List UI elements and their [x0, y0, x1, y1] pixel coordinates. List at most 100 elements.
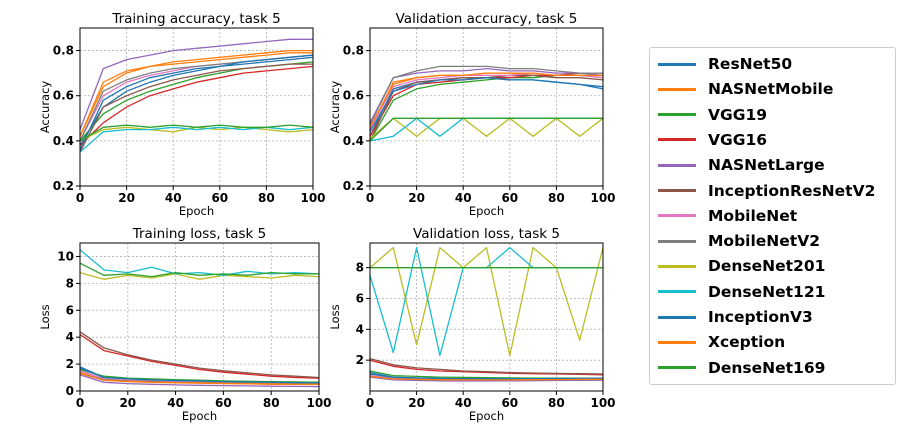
legend-label: MobileNetV2 — [708, 232, 820, 251]
legend-label: InceptionResNetV2 — [708, 181, 876, 200]
train-loss-xtick-label: 60 — [215, 396, 232, 410]
train-acc-line-inceptionresnetv2 — [79, 63, 313, 153]
train-acc-panel: 0 20 40 60 80 100 0.2 0.4 0.6 0.8 Training accurac… — [38, 11, 326, 218]
train-acc-line-densenet121 — [79, 126, 314, 153]
train-acc-line-resnet50 — [79, 56, 314, 146]
train-loss-line-nasnetlarge — [79, 374, 320, 388]
legend-item: Xception — [658, 331, 785, 353]
val-loss-line-vgg16 — [369, 359, 604, 376]
val-loss-line-densenet201 — [369, 246, 604, 357]
train-acc-title: Training accuracy, task 5 — [111, 11, 280, 27]
train-loss-xtick-label: 100 — [306, 396, 331, 410]
val-acc-xtick-label: 100 — [590, 191, 615, 205]
legend: ResNet50 NASNetMobile VGG19 VGG16 NASNetLarg… — [649, 47, 896, 385]
train-loss-line-vgg19 — [79, 368, 320, 383]
train-loss-line-densenet201 — [79, 271, 320, 280]
legend-swatch — [658, 214, 696, 218]
legend-label: MobileNet — [708, 206, 798, 225]
train-acc-xlabel: Epoch — [179, 204, 214, 218]
legend-item: MobileNet — [658, 205, 797, 227]
legend-item: MobileNetV2 — [658, 230, 820, 252]
val-loss-xtick-label: 0 — [366, 396, 374, 410]
val-loss-xtick-label: 20 — [408, 396, 425, 410]
val-acc-ytick-label: 0.8 — [343, 44, 364, 58]
legend-swatch — [658, 290, 696, 294]
train-loss-line-densenet169 — [79, 262, 319, 278]
train-loss-ylabel: Loss — [38, 304, 52, 329]
train-loss-line-densenet121 — [79, 249, 320, 276]
train-acc-xtick-label: 80 — [258, 191, 275, 205]
val-loss-line-densenet121 — [369, 246, 603, 357]
legend-label: DenseNet121 — [708, 282, 826, 301]
train-loss-ytick-label: 2 — [66, 357, 74, 371]
train-loss-line-xception — [79, 372, 320, 385]
train-loss-ytick-label: 8 — [66, 276, 74, 290]
train-acc-ytick-label: 0.2 — [53, 179, 74, 193]
val-acc-xtick-label: 60 — [501, 191, 518, 205]
val-loss-xtick-label: 80 — [548, 396, 565, 410]
val-acc-line-nasnetlarge — [369, 67, 604, 124]
val-loss-xtick-label: 60 — [501, 396, 518, 410]
val-loss-panel: 0 20 40 60 80 100 2 4 6 8 Validation loss, task 5 E… — [328, 226, 616, 423]
val-acc-line-densenet121 — [369, 117, 603, 142]
legend-label: NASNetMobile — [708, 80, 834, 99]
val-acc-line-mobilenetv2 — [369, 65, 603, 126]
legend-item: ResNet50 — [658, 53, 792, 75]
val-acc-xtick-label: 80 — [548, 191, 565, 205]
legend-swatch — [658, 264, 696, 268]
train-acc-ylabel: Accuracy — [38, 81, 52, 134]
val-acc-xlabel: Epoch — [469, 204, 504, 218]
val-acc-xtick-label: 40 — [455, 191, 472, 205]
train-loss-line-inceptionv3 — [79, 367, 320, 384]
val-loss-ylabel: Loss — [328, 304, 342, 329]
train-loss-line-vgg16 — [79, 333, 320, 379]
val-loss-ytick-label: 6 — [356, 292, 364, 306]
train-loss-xtick-label: 40 — [167, 396, 184, 410]
val-loss-ytick-label: 4 — [356, 322, 364, 336]
legend-label: VGG19 — [708, 105, 768, 124]
train-acc-line-densenet169 — [79, 124, 314, 142]
train-loss-title: Training loss, task 5 — [132, 226, 267, 242]
train-loss-xlabel: Epoch — [182, 409, 217, 423]
val-acc-ytick-label: 0.4 — [343, 134, 364, 148]
train-loss-ytick-label: 6 — [66, 303, 74, 317]
train-acc-line-inceptionv3 — [79, 54, 314, 151]
val-loss-frame — [369, 242, 604, 392]
train-acc-ytick-label: 0.8 — [53, 44, 74, 58]
train-acc-line-vgg16 — [79, 65, 314, 146]
legend-item: InceptionResNetV2 — [658, 180, 875, 202]
train-loss-xtick-label: 0 — [76, 396, 84, 410]
val-loss-xtick-label: 100 — [590, 396, 615, 410]
legend-item: VGG16 — [658, 129, 767, 151]
val-acc-line-densenet201 — [369, 117, 604, 140]
legend-swatch — [658, 87, 696, 91]
val-acc-xtick-label: 0 — [366, 191, 374, 205]
val-loss-ytick-label: 2 — [356, 353, 364, 367]
legend-label: NASNetLarge — [708, 156, 825, 175]
train-acc-xtick-label: 40 — [165, 191, 182, 205]
val-acc-ytick-label: 0.2 — [343, 179, 364, 193]
val-loss-line-inceptionresnetv2 — [369, 357, 604, 375]
legend-item: InceptionV3 — [658, 306, 813, 328]
legend-label: InceptionV3 — [708, 308, 813, 326]
train-loss-ytick-label: 4 — [66, 330, 74, 344]
train-acc-line-nasnetmobile — [79, 49, 313, 137]
val-acc-line-inceptionv3 — [369, 77, 604, 133]
legend-item: NASNetMobile — [658, 78, 833, 100]
val-loss-ytick-label: 8 — [356, 261, 364, 275]
train-loss-ytick-label: 10 — [57, 249, 74, 263]
train-acc-frame — [79, 27, 314, 187]
val-acc-panel: 0 20 40 60 80 100 0.2 0.4 0.6 0.8 Validation accur… — [328, 11, 616, 218]
val-acc-line-densenet169 — [369, 117, 603, 142]
train-acc-ytick-label: 0.6 — [53, 89, 74, 103]
legend-label: ResNet50 — [708, 55, 793, 73]
train-acc-line-nasnetlarge — [79, 38, 313, 130]
val-acc-ytick-label: 0.6 — [343, 89, 364, 103]
legend-label: Xception — [708, 333, 786, 352]
train-acc-ytick-label: 0.4 — [53, 134, 74, 148]
val-loss-xlabel: Epoch — [469, 409, 504, 423]
train-acc-line-xception — [79, 52, 313, 137]
val-loss-line-inceptionv3 — [369, 373, 604, 380]
legend-swatch — [658, 163, 696, 167]
